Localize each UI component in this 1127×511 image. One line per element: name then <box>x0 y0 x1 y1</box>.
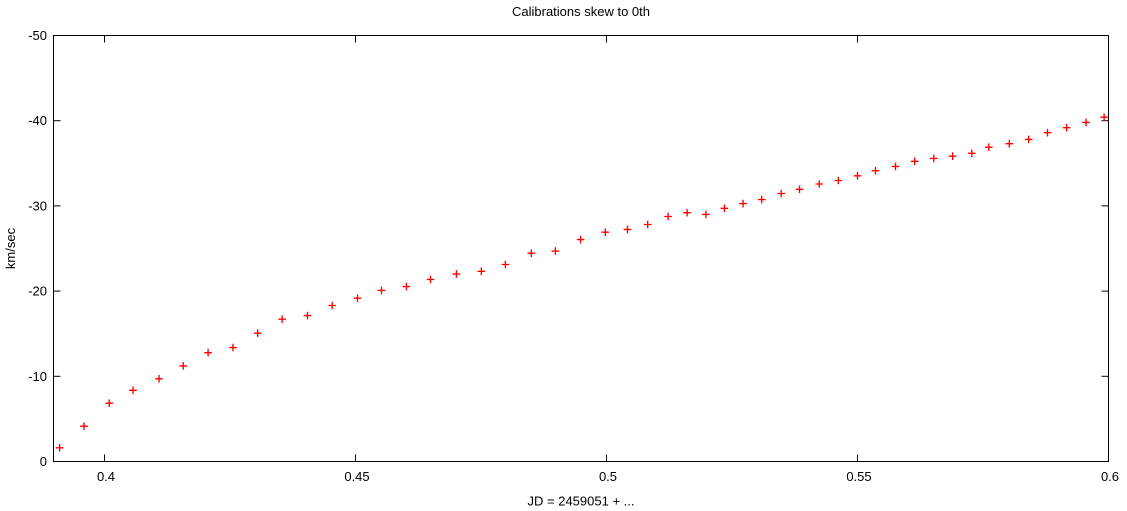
svg-text:-20: -20 <box>28 284 47 299</box>
svg-text:-10: -10 <box>28 369 47 384</box>
svg-text:0.5: 0.5 <box>599 469 617 484</box>
svg-text:JD = 2459051 + ...: JD = 2459051 + ... <box>528 494 635 509</box>
svg-text:0.55: 0.55 <box>846 469 871 484</box>
svg-text:-50: -50 <box>28 28 47 43</box>
svg-text:Calibrations skew to 0th: Calibrations skew to 0th <box>512 4 650 19</box>
svg-text:0.45: 0.45 <box>344 469 369 484</box>
svg-text:-30: -30 <box>28 198 47 213</box>
svg-text:0: 0 <box>40 454 47 469</box>
svg-text:0.6: 0.6 <box>1101 469 1119 484</box>
svg-text:km/sec: km/sec <box>3 227 18 269</box>
svg-text:-40: -40 <box>28 113 47 128</box>
svg-text:0.4: 0.4 <box>97 469 115 484</box>
